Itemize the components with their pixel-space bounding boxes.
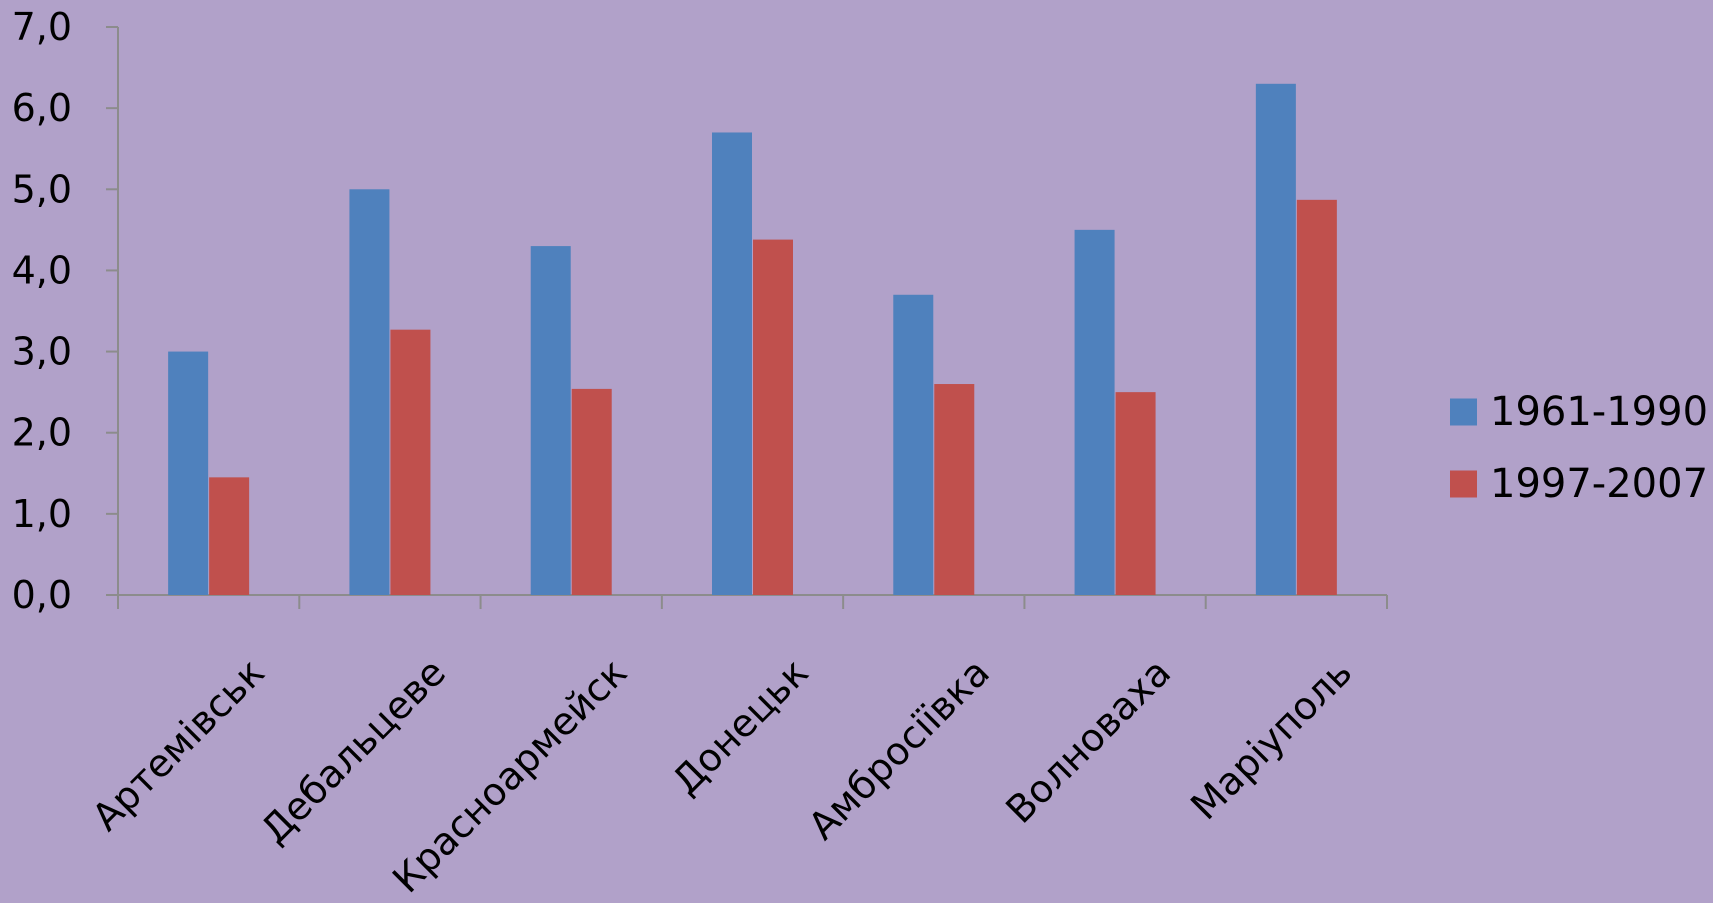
bar-series-2 <box>753 239 793 595</box>
y-tick-label: 2,0 <box>12 411 72 455</box>
legend-swatch <box>1450 398 1477 426</box>
y-tick-label: 1,0 <box>12 492 72 536</box>
bars <box>168 83 1337 596</box>
bar-series-2 <box>390 329 431 595</box>
bar-series-2 <box>934 384 975 595</box>
bar-series-1 <box>1255 83 1296 596</box>
bar-series-2 <box>1115 392 1156 595</box>
legend-swatch <box>1450 470 1477 498</box>
legend-label: 1997-2007 <box>1490 461 1708 507</box>
bar-series-1 <box>530 246 571 596</box>
x-category-label: Амбросіївка <box>800 650 998 848</box>
x-category-label: Донецьк <box>664 650 817 803</box>
bar-series-2 <box>1296 199 1337 595</box>
y-tick-label: 5,0 <box>12 167 72 211</box>
y-tick-label: 6,0 <box>12 86 72 130</box>
legend-label: 1961-1990 <box>1490 389 1708 435</box>
bar-series-2 <box>209 477 250 595</box>
x-category-label: Артемівськ <box>84 650 273 839</box>
bar-series-2 <box>571 388 612 595</box>
y-tick-label: 0,0 <box>12 573 72 617</box>
y-tick-label: 4,0 <box>12 248 72 292</box>
x-category-label: Маріуполь <box>1182 650 1360 828</box>
y-tick-label: 7,0 <box>12 5 72 49</box>
bar-series-1 <box>349 189 390 596</box>
x-category-label: Волноваха <box>997 650 1179 832</box>
bar-series-1 <box>712 132 752 595</box>
x-category-label: Дебальцеве <box>252 650 454 852</box>
bar-series-1 <box>1074 229 1115 595</box>
y-axis: 0,0 1,0 2,0 3,0 4,0 5,0 6,0 7,0 <box>12 5 119 617</box>
y-tick-label: 3,0 <box>12 330 72 374</box>
bar-series-1 <box>893 294 934 595</box>
bar-series-1 <box>168 351 209 595</box>
legend: 1961-1990 1997-2007 <box>1450 389 1708 507</box>
